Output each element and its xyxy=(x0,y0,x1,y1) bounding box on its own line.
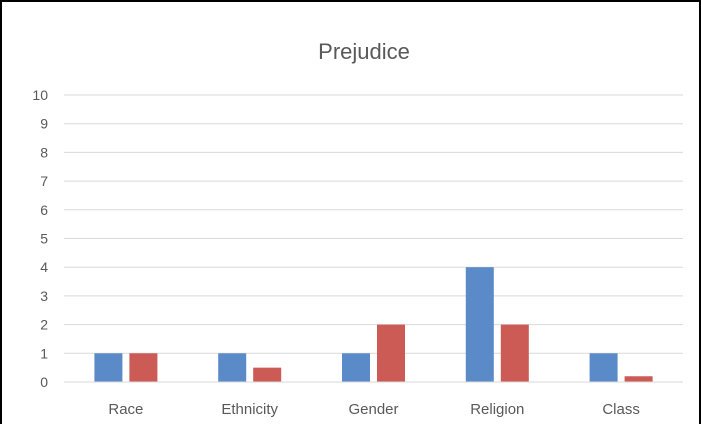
x-tick-label: Gender xyxy=(348,401,398,418)
y-tick-label: 10 xyxy=(32,87,48,103)
y-axis-ticks: 0 1 2 3 4 5 6 7 8 9 10 xyxy=(32,87,48,390)
bar-class-series-1 xyxy=(589,353,618,382)
bar-gender-series-2 xyxy=(377,324,405,382)
x-axis-categories: Race Ethnicity Gender Religion Class xyxy=(108,401,639,418)
x-tick-label: Religion xyxy=(470,401,524,418)
y-tick-label: 7 xyxy=(40,173,48,189)
y-tick-label: 3 xyxy=(40,288,48,304)
x-tick-label: Class xyxy=(602,401,640,418)
bar-gender-series-1 xyxy=(342,353,370,382)
bar-ethnicity-series-2 xyxy=(253,367,282,382)
y-tick-label: 6 xyxy=(40,202,48,218)
x-tick-label: Ethnicity xyxy=(221,401,278,418)
y-tick-label: 0 xyxy=(40,374,48,390)
chart-title: Prejudice xyxy=(318,39,410,64)
y-tick-label: 1 xyxy=(40,345,48,361)
gridlines xyxy=(64,94,683,354)
y-tick-label: 5 xyxy=(40,231,48,247)
y-tick-label: 2 xyxy=(40,317,48,333)
bars xyxy=(94,267,653,382)
bar-race-series-2 xyxy=(129,353,158,382)
bar-religion-series-2 xyxy=(500,324,529,382)
x-tick-label: Race xyxy=(108,401,143,418)
y-tick-label: 8 xyxy=(40,144,48,160)
y-tick-label: 4 xyxy=(40,259,48,275)
bar-class-series-2 xyxy=(624,376,653,382)
y-tick-label: 9 xyxy=(40,116,48,132)
bar-ethnicity-series-1 xyxy=(218,353,247,382)
bar-religion-series-1 xyxy=(465,267,494,382)
bar-race-series-1 xyxy=(94,353,123,382)
